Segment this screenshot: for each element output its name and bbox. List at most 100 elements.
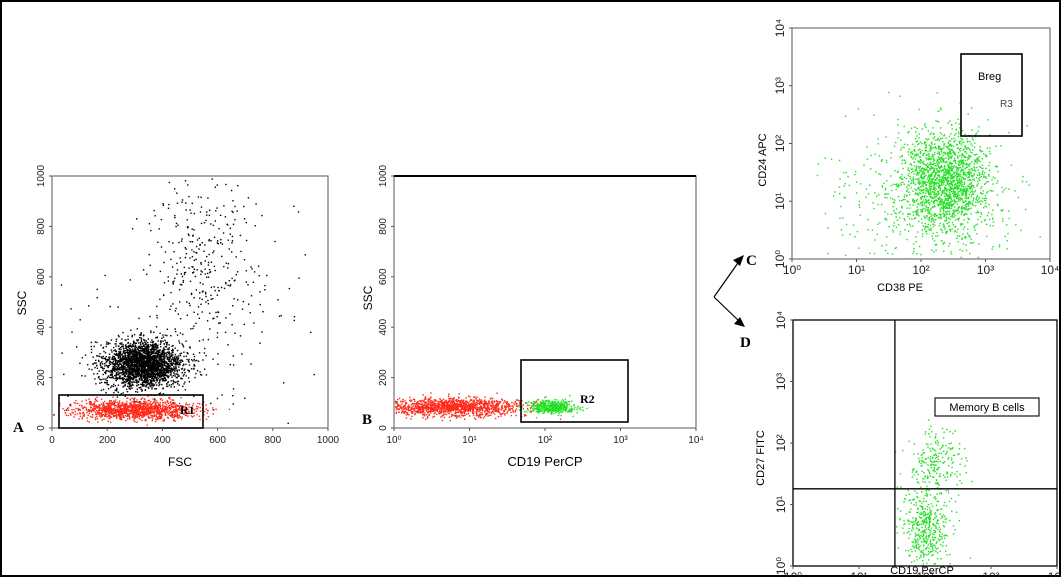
event-dot xyxy=(152,363,154,366)
event-dot xyxy=(142,404,144,406)
event-dot xyxy=(146,380,148,382)
event-dot xyxy=(168,344,170,346)
event-dot xyxy=(169,356,171,358)
event-dot xyxy=(114,412,116,414)
event-dot xyxy=(172,354,174,356)
event-dot xyxy=(129,407,131,409)
event-dot xyxy=(81,375,83,377)
x-tick-label: 400 xyxy=(154,435,171,446)
event-dot xyxy=(139,353,142,355)
event-dot xyxy=(65,414,68,416)
event-dot xyxy=(135,352,137,355)
event-dot xyxy=(190,212,192,214)
event-dot xyxy=(147,403,149,405)
event-dot xyxy=(500,415,502,417)
event-dot xyxy=(151,388,153,390)
event-dot xyxy=(139,386,142,389)
event-dot xyxy=(131,360,133,362)
event-dot xyxy=(107,375,110,377)
event-dot xyxy=(64,409,66,412)
event-dot xyxy=(153,368,155,371)
event-dot xyxy=(179,360,181,362)
event-dot xyxy=(116,410,118,412)
event-dot xyxy=(167,407,169,409)
event-dot xyxy=(192,402,195,405)
event-dot xyxy=(161,375,163,377)
event-dot xyxy=(123,377,126,380)
event-dot xyxy=(187,184,189,186)
event-dot xyxy=(200,303,202,305)
event-dot xyxy=(143,365,146,367)
event-dot xyxy=(164,401,166,403)
event-dot xyxy=(169,360,171,363)
event-dot xyxy=(152,380,154,382)
event-dot xyxy=(105,364,108,367)
event-dot xyxy=(157,368,159,370)
event-dot xyxy=(127,352,129,354)
event-dot xyxy=(149,407,151,409)
event-dot xyxy=(136,354,139,356)
event-dot xyxy=(156,373,158,376)
event-dot xyxy=(178,384,180,386)
event-dot xyxy=(159,405,162,408)
event-dot xyxy=(212,318,214,320)
event-dot xyxy=(160,358,163,360)
event-dot xyxy=(192,327,194,330)
event-dot xyxy=(124,403,126,406)
event-dot xyxy=(207,272,209,275)
event-dot xyxy=(184,389,187,391)
event-dot xyxy=(108,353,111,355)
event-dot xyxy=(155,378,158,380)
event-dot xyxy=(126,411,128,413)
event-dot xyxy=(131,336,133,338)
event-dot xyxy=(140,359,142,362)
panel-a-y-axis-label: SSC xyxy=(15,290,29,315)
event-dot xyxy=(213,286,215,288)
event-dot xyxy=(158,408,160,411)
event-dot xyxy=(206,320,209,322)
event-dot xyxy=(147,368,149,370)
event-dot xyxy=(180,361,182,363)
event-dot xyxy=(126,345,128,348)
event-dot xyxy=(98,360,100,363)
event-dot xyxy=(156,378,159,381)
event-dot xyxy=(71,331,73,333)
event-dot xyxy=(138,413,141,416)
event-dot xyxy=(153,364,155,367)
event-dot xyxy=(189,347,191,349)
event-dot xyxy=(95,362,97,364)
event-dot xyxy=(161,363,164,365)
event-dot xyxy=(108,364,111,367)
event-dot xyxy=(162,340,164,342)
event-dot xyxy=(155,356,157,358)
event-dot xyxy=(138,417,140,419)
event-dot xyxy=(227,267,229,269)
event-dot xyxy=(163,364,165,367)
event-dot xyxy=(146,346,148,348)
event-dot xyxy=(121,353,123,355)
event-dot xyxy=(111,402,113,404)
event-dot xyxy=(127,360,129,362)
event-dot xyxy=(151,371,153,374)
event-dot xyxy=(130,412,132,414)
event-dot xyxy=(174,375,176,377)
event-dot xyxy=(471,406,474,408)
event-dot xyxy=(143,410,146,412)
event-dot xyxy=(181,284,183,286)
event-dot xyxy=(104,415,106,417)
event-dot xyxy=(187,360,190,362)
event-dot xyxy=(234,219,236,221)
event-dot xyxy=(425,409,428,411)
event-dot xyxy=(181,275,184,278)
event-dot xyxy=(133,365,135,367)
event-dot xyxy=(132,341,135,343)
event-dot xyxy=(174,328,176,330)
event-dot xyxy=(197,406,199,408)
event-dot xyxy=(107,366,110,369)
event-dot xyxy=(127,382,130,384)
event-dot xyxy=(155,382,157,384)
event-dot xyxy=(147,387,150,389)
event-dot xyxy=(185,404,187,406)
event-dot xyxy=(510,405,512,408)
